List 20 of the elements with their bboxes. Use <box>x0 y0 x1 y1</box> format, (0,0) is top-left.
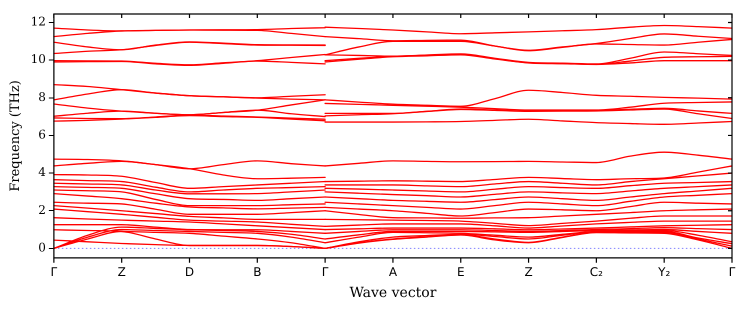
y-tick-label: 6 <box>38 128 46 142</box>
y-tick-label: 2 <box>38 202 46 217</box>
x-axis-title: Wave vector <box>349 285 437 302</box>
x-tick-label: B <box>253 265 262 280</box>
x-tick-label: Γ <box>50 265 58 280</box>
x-tick-label: E <box>456 265 465 280</box>
y-axis-title: Frequency (THz) <box>8 80 24 192</box>
y-tick-label: 8 <box>38 90 46 104</box>
x-tick-label: A <box>388 265 398 280</box>
x-tick-label: Γ <box>728 265 736 280</box>
x-tick-label: C₂ <box>590 265 604 280</box>
x-tick-label: Γ <box>322 265 329 280</box>
y-tick-label: 12 <box>30 14 46 29</box>
x-tick-label: Z <box>118 265 126 280</box>
x-tick-label: Z <box>524 265 533 280</box>
x-tick-label: Y₂ <box>657 265 670 280</box>
y-tick-label: 0 <box>38 240 46 255</box>
x-tick-label: D <box>184 265 194 280</box>
y-tick-label: 10 <box>30 52 46 66</box>
y-tick-label: 4 <box>38 165 46 180</box>
